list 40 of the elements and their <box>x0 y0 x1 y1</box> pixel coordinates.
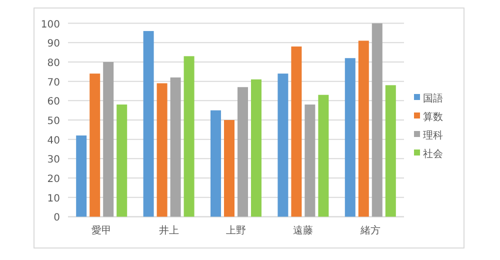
y-tick-label: 20 <box>47 174 60 186</box>
bar <box>76 135 87 217</box>
y-tick-label: 60 <box>47 96 60 108</box>
y-tick-label: 30 <box>47 154 60 166</box>
bar <box>304 104 316 217</box>
bar <box>184 56 194 217</box>
x-tick-label: 愛甲 <box>92 224 112 237</box>
legend-label: 理科 <box>423 130 443 142</box>
bar <box>90 74 100 217</box>
x-tick-label: 上野 <box>226 224 246 237</box>
bar <box>318 94 329 217</box>
x-tick-label: 井上 <box>158 224 179 237</box>
bar <box>143 31 154 217</box>
x-tick-label: 緒方 <box>359 224 380 237</box>
y-tick-label: 100 <box>40 19 60 30</box>
bar <box>170 77 181 217</box>
bar <box>291 46 302 217</box>
x-tick-label: 遠藤 <box>293 224 314 237</box>
bar <box>156 83 168 217</box>
y-tick-label: 90 <box>47 38 60 50</box>
bar <box>372 23 382 217</box>
bar <box>116 104 128 217</box>
bar <box>103 62 114 217</box>
y-tick-label: 80 <box>47 58 60 69</box>
bar <box>210 110 221 217</box>
y-tick-label: 70 <box>47 77 60 88</box>
bar <box>344 58 356 217</box>
bar <box>224 120 234 217</box>
legend-label: 国語 <box>423 92 443 104</box>
bar <box>278 74 288 217</box>
bar <box>238 87 248 217</box>
bar <box>251 79 262 217</box>
bar <box>385 85 396 217</box>
y-tick-label: 0 <box>54 212 60 224</box>
y-tick-label: 10 <box>47 193 60 204</box>
bar <box>358 40 369 217</box>
y-tick-label: 50 <box>47 116 60 127</box>
legend-label: 算数 <box>423 111 443 123</box>
y-tick-label: 40 <box>47 135 60 146</box>
legend-label: 社会 <box>423 148 443 160</box>
